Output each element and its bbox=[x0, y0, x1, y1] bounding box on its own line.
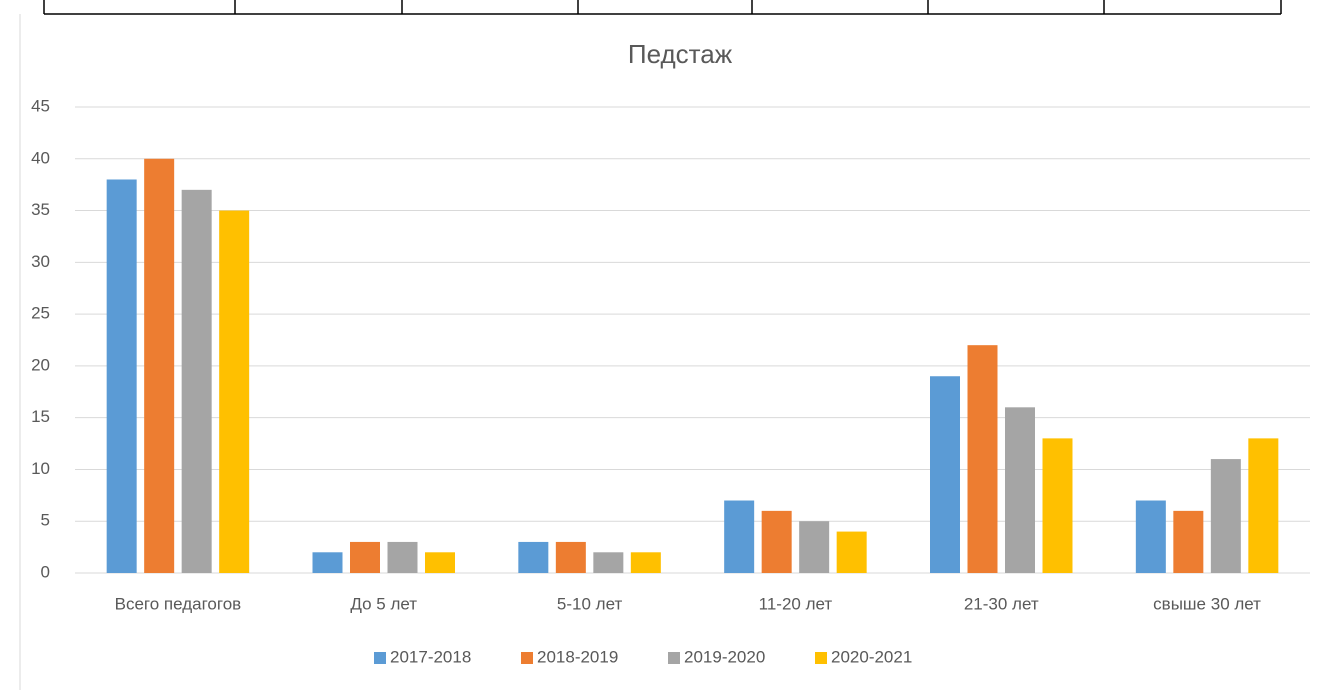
bar bbox=[1210, 459, 1241, 573]
legend-swatch bbox=[668, 652, 680, 664]
y-tick-label: 20 bbox=[31, 355, 50, 374]
y-tick-label: 30 bbox=[31, 252, 50, 271]
x-tick-label: До 5 лет bbox=[350, 594, 417, 613]
legend-label: 2020-2021 bbox=[831, 647, 912, 666]
bar bbox=[630, 552, 661, 573]
bar bbox=[1135, 500, 1166, 573]
y-tick-label: 5 bbox=[41, 511, 50, 530]
bar bbox=[836, 531, 867, 573]
bar bbox=[724, 500, 755, 573]
x-tick-label: свыше 30 лет bbox=[1153, 594, 1261, 613]
x-tick-label: 11-20 лет bbox=[759, 594, 833, 613]
bar bbox=[1248, 438, 1279, 573]
bar bbox=[219, 210, 250, 574]
bar bbox=[593, 552, 624, 573]
x-tick-label: 21-30 лет bbox=[964, 594, 1039, 613]
bar bbox=[799, 521, 830, 573]
y-tick-label: 40 bbox=[31, 148, 50, 167]
bar bbox=[425, 552, 455, 573]
bar bbox=[761, 510, 792, 573]
y-tick-label: 15 bbox=[31, 407, 50, 426]
bar bbox=[106, 179, 137, 573]
bar bbox=[967, 345, 998, 573]
y-tick-label: 35 bbox=[31, 200, 50, 219]
bar bbox=[1042, 438, 1073, 573]
legend-label: 2017-2018 bbox=[390, 647, 471, 666]
legend-label: 2018-2019 bbox=[537, 647, 618, 666]
x-tick-label: 5-10 лет bbox=[557, 594, 623, 613]
bar bbox=[312, 552, 343, 573]
bar bbox=[144, 158, 175, 573]
y-tick-label: 25 bbox=[31, 304, 50, 323]
bar bbox=[518, 541, 549, 573]
chart-title: Педстаж bbox=[628, 39, 733, 69]
legend-swatch bbox=[521, 652, 533, 664]
bar bbox=[350, 541, 380, 573]
bar bbox=[181, 189, 212, 573]
y-tick-label: 0 bbox=[41, 562, 50, 581]
table-fragment bbox=[43, 0, 1282, 15]
legend-swatch bbox=[815, 652, 827, 664]
y-tick-label: 45 bbox=[31, 96, 50, 115]
x-tick-label: Всего педагогов bbox=[115, 594, 242, 613]
legend-label: 2019-2020 bbox=[684, 647, 765, 666]
y-tick-label: 10 bbox=[31, 459, 50, 478]
bar bbox=[930, 376, 960, 573]
bar bbox=[1173, 510, 1204, 573]
bar bbox=[387, 541, 418, 573]
bar bbox=[1005, 407, 1035, 573]
legend-swatch bbox=[374, 652, 386, 664]
bar bbox=[555, 541, 586, 573]
